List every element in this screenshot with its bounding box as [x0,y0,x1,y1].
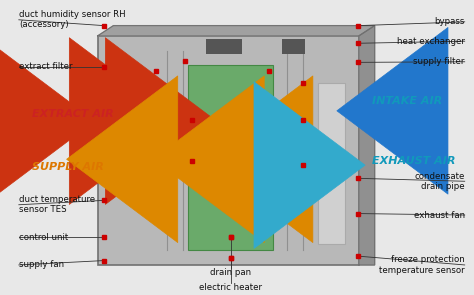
Text: SUPPLY AIR: SUPPLY AIR [32,162,104,172]
Text: freeze protection
temperature sensor: freeze protection temperature sensor [379,255,465,275]
Text: EXHAUST AIR: EXHAUST AIR [373,156,456,166]
Text: electric heater: electric heater [199,283,262,291]
Text: drain pan: drain pan [210,268,251,277]
FancyBboxPatch shape [98,36,359,265]
Text: exhaust fan: exhaust fan [414,211,465,219]
Text: control unit: control unit [19,232,68,242]
Text: INTAKE AIR: INTAKE AIR [373,96,443,106]
Bar [206,39,242,54]
Text: extract filter: extract filter [19,62,73,71]
Text: condensate
drain pipe: condensate drain pipe [414,172,465,191]
Circle shape [100,118,154,153]
Text: supply fan: supply fan [19,260,64,269]
Bar [283,39,305,54]
Text: EXTRACT AIR: EXTRACT AIR [32,109,114,119]
Bar [319,83,346,244]
Polygon shape [359,26,374,265]
Polygon shape [98,26,374,36]
Text: heat exchanger: heat exchanger [397,37,465,46]
Text: duct temperature
sensor TES: duct temperature sensor TES [19,195,95,214]
Text: duct humidity sensor RH
(accessory): duct humidity sensor RH (accessory) [19,10,126,30]
Circle shape [82,106,172,165]
Bar [188,65,273,250]
Text: bypass: bypass [434,17,465,26]
Text: supply filter: supply filter [413,57,465,66]
